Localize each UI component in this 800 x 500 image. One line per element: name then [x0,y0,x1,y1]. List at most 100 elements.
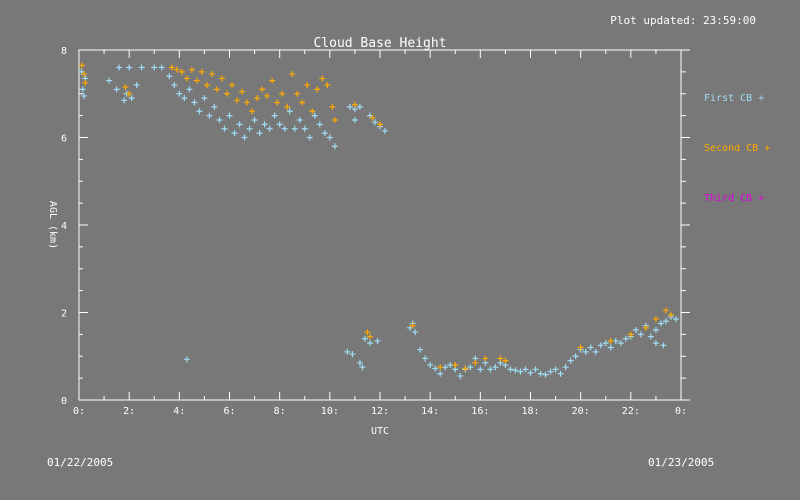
data-point [472,359,479,366]
data-point [622,335,629,342]
data-point [181,95,188,102]
data-point [276,121,283,128]
start-date-label: 01/22/2005 [47,456,113,469]
data-point [291,125,298,132]
data-point [547,368,554,375]
data-point [281,125,288,132]
data-point [427,362,434,368]
data-point [166,73,173,80]
end-date-label: 01/23/2005 [648,456,714,469]
data-point [274,99,281,106]
data-point [351,101,358,108]
data-point [321,130,328,137]
data-point [657,320,664,327]
data-point [231,130,238,137]
data-point [452,362,459,368]
data-point [607,337,614,344]
data-point [256,130,263,137]
data-point [81,92,88,99]
chart-title: Cloud Base Height [313,36,446,51]
data-point [211,103,218,110]
data-point [229,82,236,88]
data-point [356,359,363,366]
x-tick-label: 6: [223,406,235,417]
data-point [171,82,178,88]
data-point [572,353,579,360]
data-point [121,97,128,104]
data-point [113,86,120,93]
x-tick-label: 16: [471,406,489,417]
data-point [527,369,534,376]
data-point [597,342,604,349]
data-point [188,66,195,73]
data-point [349,351,356,358]
data-point [206,112,213,119]
data-point [304,82,311,88]
data-point [517,368,524,375]
data-point [417,346,424,353]
data-point [422,355,429,362]
x-tick-label: 0: [675,406,687,417]
data-point [239,88,246,95]
data-point [412,329,419,336]
data-point [79,62,86,69]
data-point [158,64,165,71]
data-point [627,331,634,338]
data-point [467,364,474,371]
data-point [602,340,609,347]
data-point [617,340,624,347]
y-tick-label: 6 [61,134,67,145]
x-tick-label: 8: [274,406,286,417]
data-point [178,68,185,75]
data-point [311,112,318,119]
data-point [672,316,679,323]
data-point [266,125,273,132]
data-point [507,366,514,373]
data-point [662,318,669,325]
data-point [432,365,439,372]
data-point [122,84,129,91]
legend-item: First CB + [704,93,764,104]
data-point [201,95,208,102]
plot-updated-label: Plot updated: 23:59:00 [610,14,756,27]
data-point [382,127,389,134]
data-point [344,348,351,355]
data-point [183,356,190,363]
data-point [346,103,353,110]
data-point [562,364,569,371]
data-point [236,121,243,128]
data-point [234,97,241,104]
data-point [294,90,301,97]
data-point [82,79,89,86]
data-point [359,364,366,371]
x-axis-label: UTC [371,426,389,437]
data-point [203,82,210,88]
data-point [361,335,368,342]
data-point [289,71,296,78]
y-tick-label: 0 [61,396,67,407]
data-point [213,86,220,93]
data-point [522,366,529,373]
y-tick-label: 8 [61,46,67,57]
x-tick-label: 0: [73,406,85,417]
data-point [637,331,644,338]
legend-item: Third CB + [704,193,764,204]
data-point [316,121,323,128]
data-point [309,108,316,115]
data-point [196,108,203,115]
data-point [377,121,383,128]
x-tick-label: 20: [572,406,590,417]
data-point [264,92,271,99]
data-point [662,307,669,314]
data-point [193,77,200,84]
data-point [216,117,223,123]
data-point [259,86,266,93]
y-tick-label: 4 [61,221,67,232]
data-point [492,364,499,371]
data-point [567,357,574,364]
data-point [652,340,659,347]
data-point [286,108,293,115]
data-point [314,86,321,93]
data-point [512,367,519,374]
